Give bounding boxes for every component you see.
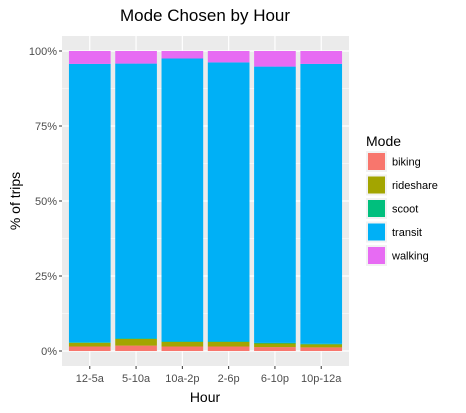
bar-segment-biking [115,345,157,351]
legend-key-biking [368,153,385,170]
bar-segment-rideshare [300,344,343,348]
bar-segment-biking [161,346,204,351]
x-tick-label: 10a-2p [165,373,199,385]
bar-segment-scoot [207,341,250,342]
bar-segment-rideshare [161,342,204,347]
x-tick-label: 12-5a [76,373,105,385]
y-tick-label: 100% [29,46,57,58]
bar-segment-transit [68,63,111,343]
bar-segment-rideshare [115,339,157,346]
x-tick-label: 5-10a [122,373,151,385]
bar-segment-walking [254,51,296,67]
bar-segment-walking [207,51,250,63]
bar-segment-walking [68,51,111,64]
bar-segment-biking [300,347,343,351]
bar-segment-transit [254,66,296,343]
bar-segment-scoot [68,342,111,343]
legend-items: biking rideshare scoot transit walking [366,151,438,266]
y-tick-label: 25% [35,271,57,283]
legend: Mode biking rideshare scoot transit walking [366,133,438,266]
legend-label-rideshare: rideshare [392,180,438,192]
legend-key-transit [368,223,385,241]
legend-label-scoot: scoot [392,204,418,216]
y-tick-label: 50% [35,196,57,208]
legend-label-walking: walking [391,251,429,263]
bar-segment-biking [207,346,250,351]
x-tick-label: 10p-12a [301,373,342,385]
y-axis: 0% 25% 50% 75% 100% [29,46,62,358]
y-tick-label: 0% [41,346,57,358]
bar-segment-scoot [300,343,343,345]
x-axis: 12-5a 5-10a 10a-2p 2-6p 6-10p 10p-12a [76,366,342,385]
legend-label-biking: biking [392,157,421,169]
bar-segment-rideshare [68,342,111,347]
bar-segment-walking [161,51,204,59]
y-tick-label: 75% [35,121,57,133]
bar-segment-transit [300,63,343,344]
legend-key-walking [368,247,385,264]
bar-segment-transit [115,63,157,339]
legend-key-rideshare [368,176,385,194]
bar-segment-scoot [161,341,204,342]
x-tick-label: 2-6p [218,373,240,385]
bar-segment-scoot [254,342,296,344]
x-axis-title: Hour [190,389,221,405]
legend-title: Mode [366,133,401,149]
bars [68,51,343,351]
bar-segment-walking [115,51,157,64]
y-axis-title: % of trips [7,172,23,230]
chart-title: Mode Chosen by Hour [120,6,290,25]
bar-segment-scoot [115,338,157,339]
legend-label-transit: transit [392,227,422,239]
legend-key-scoot [368,200,385,217]
bar-segment-transit [161,58,204,342]
bar-segment-rideshare [207,342,250,347]
bar-segment-biking [68,346,111,351]
x-tick-label: 6-10p [261,373,289,385]
bar-segment-transit [207,62,250,342]
bar-segment-rideshare [254,343,296,348]
bar-segment-walking [300,51,343,64]
bar-segment-biking [254,347,296,351]
